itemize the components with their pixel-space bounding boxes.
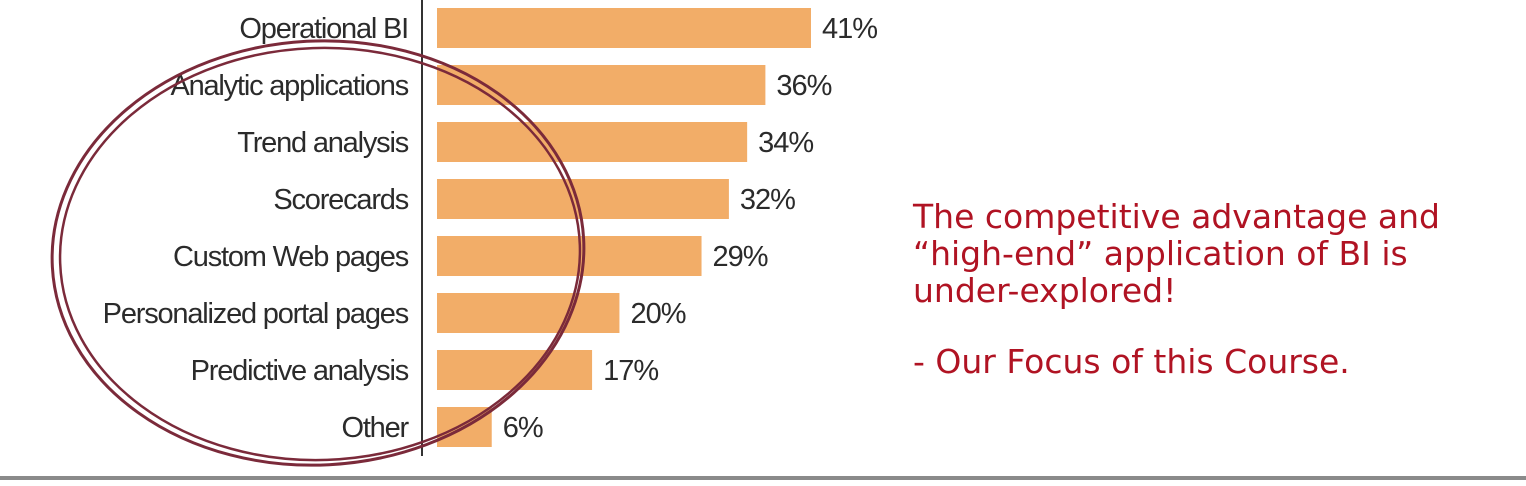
bar-predictive-analysis <box>437 350 593 390</box>
annotation-ellipse-group <box>50 39 586 467</box>
category-label: Scorecards <box>273 184 408 216</box>
category-label: Personalized portal pages <box>103 298 409 330</box>
callout-line-1: The competitive advantage and <box>913 197 1440 236</box>
bottom-divider <box>0 476 1526 480</box>
bars-group <box>437 8 811 447</box>
bar-operational-bi <box>437 8 811 48</box>
category-label: Trend analysis <box>237 127 408 159</box>
value-label: 32% <box>740 184 795 216</box>
callout-text: The competitive advantage and “high-end”… <box>913 198 1513 380</box>
category-label: Analytic applications <box>170 70 408 102</box>
value-label: 41% <box>822 13 877 45</box>
bar-trend-analysis <box>437 122 748 162</box>
callout-focus: - Our Focus of this Course. <box>913 342 1350 381</box>
category-label: Custom Web pages <box>173 241 409 273</box>
bar-personalized-portal-pages <box>437 293 620 333</box>
callout-line-3: under-explored! <box>913 271 1177 310</box>
value-label: 29% <box>713 241 768 273</box>
annotation-ellipse-inner <box>58 46 582 462</box>
category-label: Other <box>341 412 409 444</box>
labels-group: Operational BI 41%Analytic applications 36… <box>103 13 879 444</box>
value-label: 17% <box>603 355 658 387</box>
value-label: 20% <box>630 298 685 330</box>
category-label: Predictive analysis <box>191 355 409 387</box>
value-label: 34% <box>758 127 813 159</box>
value-label: 36% <box>776 70 831 102</box>
bar-scorecards <box>437 179 729 219</box>
callout-line-2: “high-end” application of BI is <box>913 234 1408 273</box>
value-label: 6% <box>503 412 543 444</box>
annotation-ellipse-outer <box>50 39 586 467</box>
bar-custom-web-pages <box>437 236 702 276</box>
